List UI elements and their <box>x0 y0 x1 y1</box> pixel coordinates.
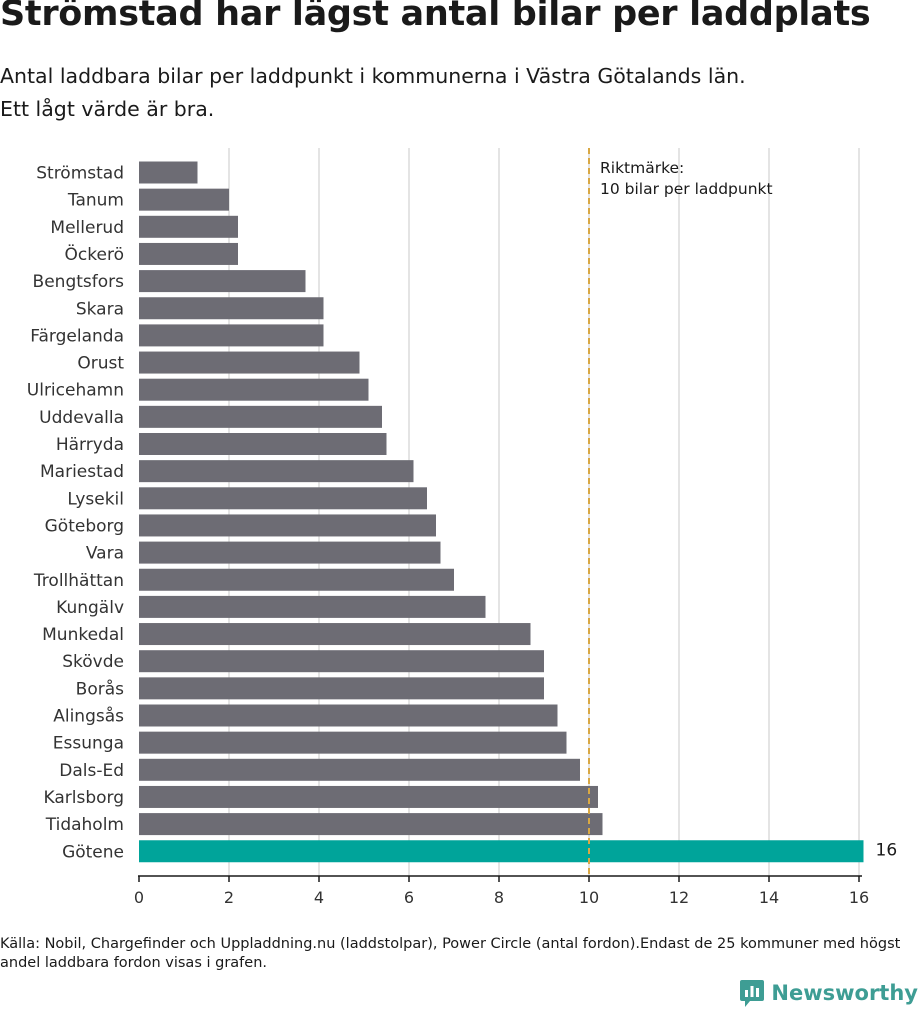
source-note: Källa: Nobil, Chargefinder och Uppladdni… <box>0 936 901 971</box>
category-label: Skövde <box>62 652 124 672</box>
bar-Alingsås <box>139 704 558 727</box>
category-label: Dals-Ed <box>59 761 124 781</box>
category-label: Tidaholm <box>45 815 124 835</box>
brand-name: Newsworthy <box>771 981 918 1005</box>
category-label: Strömstad <box>36 164 124 184</box>
category-labels: Strömstad Tanum Mellerud Öckerö Bengtsfors Sk… <box>27 164 897 863</box>
category-label: Bengtsfors <box>33 272 125 292</box>
category-label: Mariestad <box>40 462 124 482</box>
bar-Munkedal <box>139 623 531 646</box>
bar-Härryda <box>139 433 387 455</box>
bar-Karlsborg <box>139 785 598 808</box>
brand-logo: Newsworthy <box>739 978 918 1008</box>
category-label: Essunga <box>53 734 124 754</box>
category-label: Vara <box>86 544 124 564</box>
bar-Vara <box>139 541 441 564</box>
category-label: Alingsås <box>53 706 124 727</box>
bar-Tanum <box>139 188 229 211</box>
category-label: Götene <box>62 842 124 862</box>
category-label: Färgelanda <box>30 326 124 346</box>
bar-Lysekil <box>139 487 427 510</box>
x-tick-label: 16 <box>849 888 869 907</box>
chart-title: Strömstad har lägst antal bilar per ladd… <box>0 0 871 34</box>
chart-subtitle-line-2: Ett lågt värde är bra. <box>0 97 215 121</box>
category-label: Uddevalla <box>39 408 124 428</box>
bar-Borås <box>139 677 544 700</box>
category-label: Lysekil <box>67 489 124 509</box>
bar-Göteborg <box>139 514 436 537</box>
category-label: Orust <box>77 354 124 374</box>
bar-Essunga <box>139 731 567 754</box>
x-tick-label: 4 <box>314 888 324 907</box>
category-label: Trollhättan <box>33 571 124 591</box>
bar-Mariestad <box>139 460 414 483</box>
reference-line-group: Riktmärke: 10 bilar per laddpunkt <box>588 148 773 876</box>
x-tick-label: 12 <box>669 888 689 907</box>
x-tick-label: 14 <box>759 888 779 907</box>
category-label: Öckerö <box>65 243 124 265</box>
bars <box>139 161 864 863</box>
newsworthy-logo-icon <box>740 980 765 1007</box>
category-label: Göteborg <box>45 516 124 536</box>
bar-Skövde <box>139 650 544 673</box>
x-axis: 0 2 4 6 8 10 12 14 16 <box>134 875 869 907</box>
x-tick-label: 2 <box>224 888 234 907</box>
category-label: Ulricehamn <box>27 381 124 401</box>
x-tick-label: 0 <box>134 888 144 907</box>
category-label: Tanum <box>67 191 124 211</box>
category-label: Härryda <box>56 435 124 455</box>
bar-Färgelanda <box>139 324 324 347</box>
x-tick-label: 10 <box>579 888 599 907</box>
bar-Kungälv <box>139 595 486 618</box>
bar-Ulricehamn <box>139 378 369 401</box>
category-label: Borås <box>76 678 124 699</box>
bar-Dals-Ed <box>139 758 580 781</box>
bar-Orust <box>139 351 360 374</box>
bar-Götene <box>139 840 864 863</box>
category-label: Kungälv <box>56 598 124 618</box>
category-label: Karlsborg <box>43 788 124 808</box>
x-tick-label: 8 <box>494 888 504 907</box>
bar-Mellerud <box>139 215 238 238</box>
category-label: Munkedal <box>42 625 124 645</box>
category-label: Skara <box>76 299 124 319</box>
chart-subtitle-line-1: Antal laddbara bilar per laddpunkt i kom… <box>0 64 746 88</box>
bar-chart: Strömstad Tanum Mellerud Öckerö Bengtsfors Sk… <box>27 148 897 907</box>
bar-Trollhättan <box>139 568 454 591</box>
data-label: 16 <box>876 840 898 860</box>
x-tick-label: 6 <box>404 888 414 907</box>
reference-label-line-2: 10 bilar per laddpunkt <box>600 180 773 198</box>
bar-Strömstad <box>139 161 198 184</box>
category-label: Mellerud <box>50 218 124 238</box>
reference-label-line-1: Riktmärke: <box>600 159 684 177</box>
bar-Uddevalla <box>139 405 382 428</box>
bar-Öckerö <box>139 242 238 265</box>
bar-Bengtsfors <box>139 270 306 293</box>
bar-Skara <box>139 297 324 320</box>
bar-Tidaholm <box>139 813 603 836</box>
